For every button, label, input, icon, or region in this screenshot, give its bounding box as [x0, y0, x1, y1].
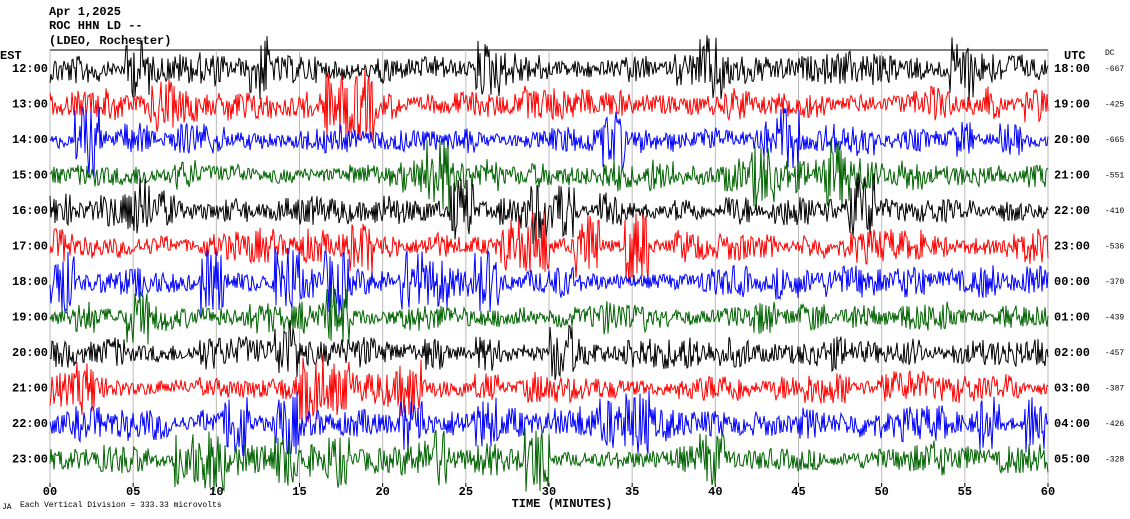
- right-time-label: 20:00: [1054, 133, 1090, 147]
- left-time-label: 19:00: [12, 311, 48, 325]
- right-time-label: 21:00: [1054, 169, 1090, 183]
- right-time-label: 04:00: [1054, 417, 1090, 431]
- right-time-label: 05:00: [1054, 453, 1090, 467]
- trace: [49, 353, 1049, 423]
- dc-value: -551: [1105, 172, 1124, 181]
- left-time-label: 13:00: [12, 98, 48, 112]
- header-location: (LDEO, Rochester): [49, 34, 171, 48]
- right-time-label: 23:00: [1054, 240, 1090, 254]
- dc-value: -439: [1105, 314, 1124, 323]
- right-time-label: 03:00: [1054, 382, 1090, 396]
- x-tick-label: 15: [292, 485, 306, 499]
- dc-value: -328: [1105, 456, 1124, 465]
- header-station: ROC HHN LD --: [49, 19, 143, 33]
- footer-corner: JA: [2, 503, 12, 512]
- dc-value: -370: [1105, 278, 1124, 287]
- dc-value: -425: [1105, 101, 1124, 110]
- left-time-label: 22:00: [12, 417, 48, 431]
- left-time-label: 12:00: [12, 62, 48, 76]
- right-time-label: 18:00: [1054, 62, 1090, 76]
- dc-value: -410: [1105, 207, 1124, 216]
- trace: [49, 211, 1049, 285]
- trace: [49, 428, 1049, 492]
- x-tick-label: 10: [209, 485, 223, 499]
- header-date: Apr 1,2025: [49, 5, 121, 19]
- left-time-label: 15:00: [12, 169, 48, 183]
- dc-value: -667: [1105, 65, 1124, 74]
- right-time-label: 01:00: [1054, 311, 1090, 325]
- trace: [49, 138, 1049, 213]
- left-axis-title: EST: [0, 49, 22, 63]
- trace: [49, 35, 1049, 102]
- right-axis-title: UTC: [1064, 49, 1086, 63]
- x-tick-label: 35: [625, 485, 639, 499]
- x-tick-label: 25: [459, 485, 473, 499]
- dc-value: -536: [1105, 243, 1124, 252]
- right-time-label: 02:00: [1054, 346, 1090, 360]
- left-time-label: 17:00: [12, 240, 48, 254]
- x-tick-label: 50: [874, 485, 888, 499]
- left-time-label: 18:00: [12, 275, 48, 289]
- trace: [49, 105, 1049, 178]
- trace: [49, 172, 1049, 244]
- x-tick-label: 40: [708, 485, 722, 499]
- footer-note: Each Vertical Division = 333.33 microvol…: [20, 501, 222, 510]
- x-tick-label: 30: [542, 485, 556, 499]
- x-tick-label: 60: [1041, 485, 1055, 499]
- x-tick-label: 55: [958, 485, 972, 499]
- trace: [49, 320, 1049, 381]
- x-tick-label: 05: [126, 485, 140, 499]
- dc-value: -387: [1105, 385, 1124, 394]
- dc-value: -665: [1105, 136, 1124, 145]
- traces: [49, 35, 1049, 492]
- trace: [49, 287, 1049, 345]
- x-tick-label: 20: [375, 485, 389, 499]
- dc-title: DC: [1105, 49, 1115, 58]
- x-tick-label: 45: [791, 485, 805, 499]
- left-time-label: 16:00: [12, 204, 48, 218]
- trace: [49, 390, 1049, 457]
- dc-value: -426: [1105, 420, 1124, 429]
- x-axis-label: TIME (MINUTES): [512, 497, 613, 511]
- dc-value: -457: [1105, 349, 1124, 358]
- x-tick-label: 00: [43, 485, 57, 499]
- left-time-label: 23:00: [12, 453, 48, 467]
- left-time-label: 21:00: [12, 382, 48, 396]
- trace: [49, 246, 1049, 317]
- left-time-label: 20:00: [12, 346, 48, 360]
- left-time-label: 14:00: [12, 133, 48, 147]
- trace: [49, 69, 1049, 143]
- right-time-label: 19:00: [1054, 98, 1090, 112]
- right-time-label: 00:00: [1054, 275, 1090, 289]
- right-time-label: 22:00: [1054, 204, 1090, 218]
